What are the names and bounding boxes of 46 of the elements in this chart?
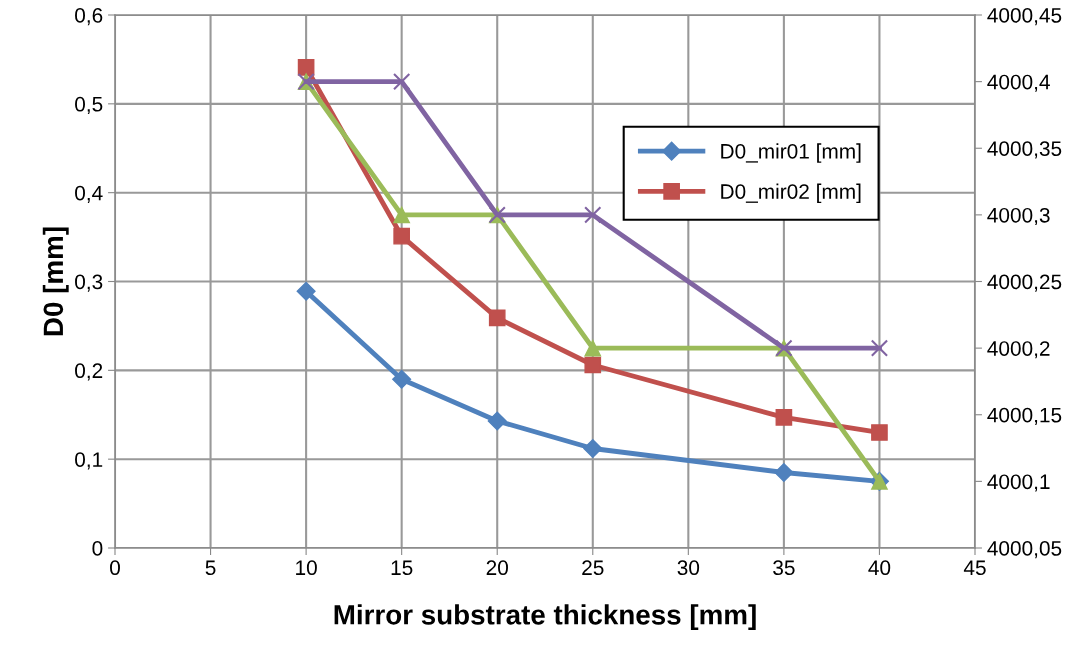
point bbox=[392, 72, 411, 91]
point bbox=[775, 409, 793, 426]
y2-tick-label: 4000,15 bbox=[987, 407, 1062, 425]
point bbox=[393, 227, 411, 245]
x-tick-label: 45 bbox=[963, 560, 986, 576]
y2-tick-label: 4000,2 bbox=[987, 341, 1050, 359]
point bbox=[870, 339, 889, 357]
y-tick-label: 0 bbox=[92, 541, 103, 556]
x-tick-label: 15 bbox=[391, 560, 413, 576]
legend-label: D0_mir01 [mm] bbox=[721, 143, 861, 163]
point bbox=[487, 411, 507, 431]
x-tick-label: 10 bbox=[296, 560, 317, 576]
point bbox=[393, 206, 411, 224]
y-tick-label: 0,6 bbox=[75, 8, 103, 26]
point bbox=[392, 369, 412, 389]
y2-tick-label: 4000,3 bbox=[987, 207, 1050, 226]
y-tick-label: 0,2 bbox=[75, 363, 103, 381]
legend-label: D0_mir02 [mm] bbox=[721, 183, 861, 204]
point bbox=[583, 438, 603, 459]
y2-tick-label: 4000,45 bbox=[987, 8, 1062, 26]
point bbox=[584, 356, 602, 374]
point bbox=[488, 309, 506, 327]
y-axis-title: D0 [mm] bbox=[42, 227, 69, 336]
x-tick-label: 0 bbox=[110, 560, 120, 576]
y2-tick-label: 4000,35 bbox=[987, 141, 1062, 159]
y2-tick-label: 4000,25 bbox=[987, 274, 1062, 292]
y-tick-label: 0,1 bbox=[75, 452, 103, 470]
point bbox=[871, 424, 888, 441]
x-tick-label: 35 bbox=[773, 560, 795, 576]
point bbox=[296, 281, 316, 301]
y-tick-label: 0,3 bbox=[75, 274, 103, 292]
x-tick-label: 30 bbox=[677, 560, 700, 576]
x-axis-title: Mirror substrate thickness [mm] bbox=[334, 604, 756, 631]
y2-tick-label: 4000,05 bbox=[987, 541, 1062, 559]
x-tick-label: 20 bbox=[486, 560, 508, 576]
y2-tick-label: 4000,1 bbox=[987, 474, 1050, 492]
y-tick-label: 0,4 bbox=[75, 185, 103, 203]
point bbox=[584, 206, 602, 224]
x-tick-label: 5 bbox=[205, 560, 216, 576]
y-tick-label: 0,5 bbox=[75, 96, 103, 115]
y2-tick-label: 4000,4 bbox=[987, 74, 1050, 92]
point bbox=[297, 59, 315, 76]
point bbox=[774, 462, 794, 483]
x-tick-label: 25 bbox=[582, 560, 604, 576]
point bbox=[584, 339, 602, 357]
x-tick-label: 40 bbox=[868, 560, 891, 576]
